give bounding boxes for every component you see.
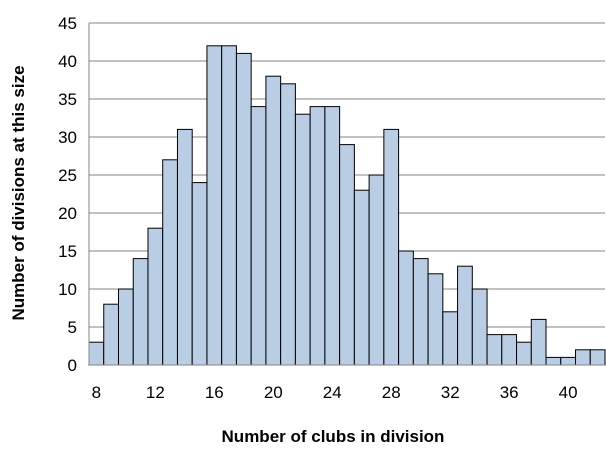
bar (398, 250, 414, 366)
bar (280, 83, 296, 366)
bar (132, 258, 149, 366)
bar (221, 45, 237, 366)
bars (88, 45, 606, 366)
bar (117, 288, 134, 366)
x-axis-title: Number of clubs in division (222, 427, 445, 446)
bar (176, 128, 193, 366)
bar (88, 341, 105, 366)
bar (191, 182, 208, 366)
bar (575, 349, 591, 366)
x-tick-label: 36 (500, 383, 519, 402)
y-tick-label: 20 (58, 204, 77, 223)
bar (265, 75, 282, 366)
bar (162, 159, 178, 366)
y-tick-label: 15 (58, 242, 77, 261)
y-tick-label: 30 (58, 128, 77, 147)
bar (471, 288, 488, 366)
bar (235, 52, 252, 366)
bar (427, 273, 444, 366)
x-tick-labels: 8 12 16 20 24 28 32 36 40 (92, 383, 578, 402)
y-tick-label: 25 (58, 166, 77, 185)
bar (294, 113, 311, 366)
x-tick-label: 28 (382, 383, 401, 402)
bar (457, 265, 473, 366)
bar (516, 341, 532, 366)
y-tick-label: 0 (68, 356, 77, 375)
bar (589, 349, 606, 366)
x-tick-label: 24 (323, 383, 342, 402)
x-tick-label: 20 (264, 383, 283, 402)
x-tick-label: 8 (92, 383, 101, 402)
bar (368, 174, 385, 366)
bar (324, 106, 341, 366)
bar (486, 334, 503, 366)
bar (353, 189, 370, 366)
bar (530, 318, 547, 366)
y-tick-label: 40 (58, 52, 77, 71)
bar (383, 128, 400, 366)
bar (560, 356, 577, 366)
bar (501, 334, 518, 366)
bar (147, 227, 164, 366)
bar (103, 303, 119, 366)
bar (250, 106, 267, 366)
x-tick-label: 16 (205, 383, 224, 402)
y-tick-label: 35 (58, 90, 77, 109)
y-tick-label: 45 (58, 14, 77, 33)
bar (412, 258, 429, 366)
bar (339, 144, 355, 366)
x-tick-label: 32 (441, 383, 460, 402)
bar (309, 106, 326, 366)
bar (442, 311, 459, 366)
y-axis-title: Number of divisions at this size (9, 65, 28, 320)
y-tick-label: 10 (58, 280, 77, 299)
x-tick-label: 40 (559, 383, 578, 402)
bar (206, 45, 223, 366)
bar (545, 356, 562, 366)
y-tick-label: 5 (68, 318, 77, 337)
y-tick-labels: 0 5 10 15 20 25 30 35 40 45 (58, 14, 77, 375)
x-tick-label: 12 (146, 383, 165, 402)
